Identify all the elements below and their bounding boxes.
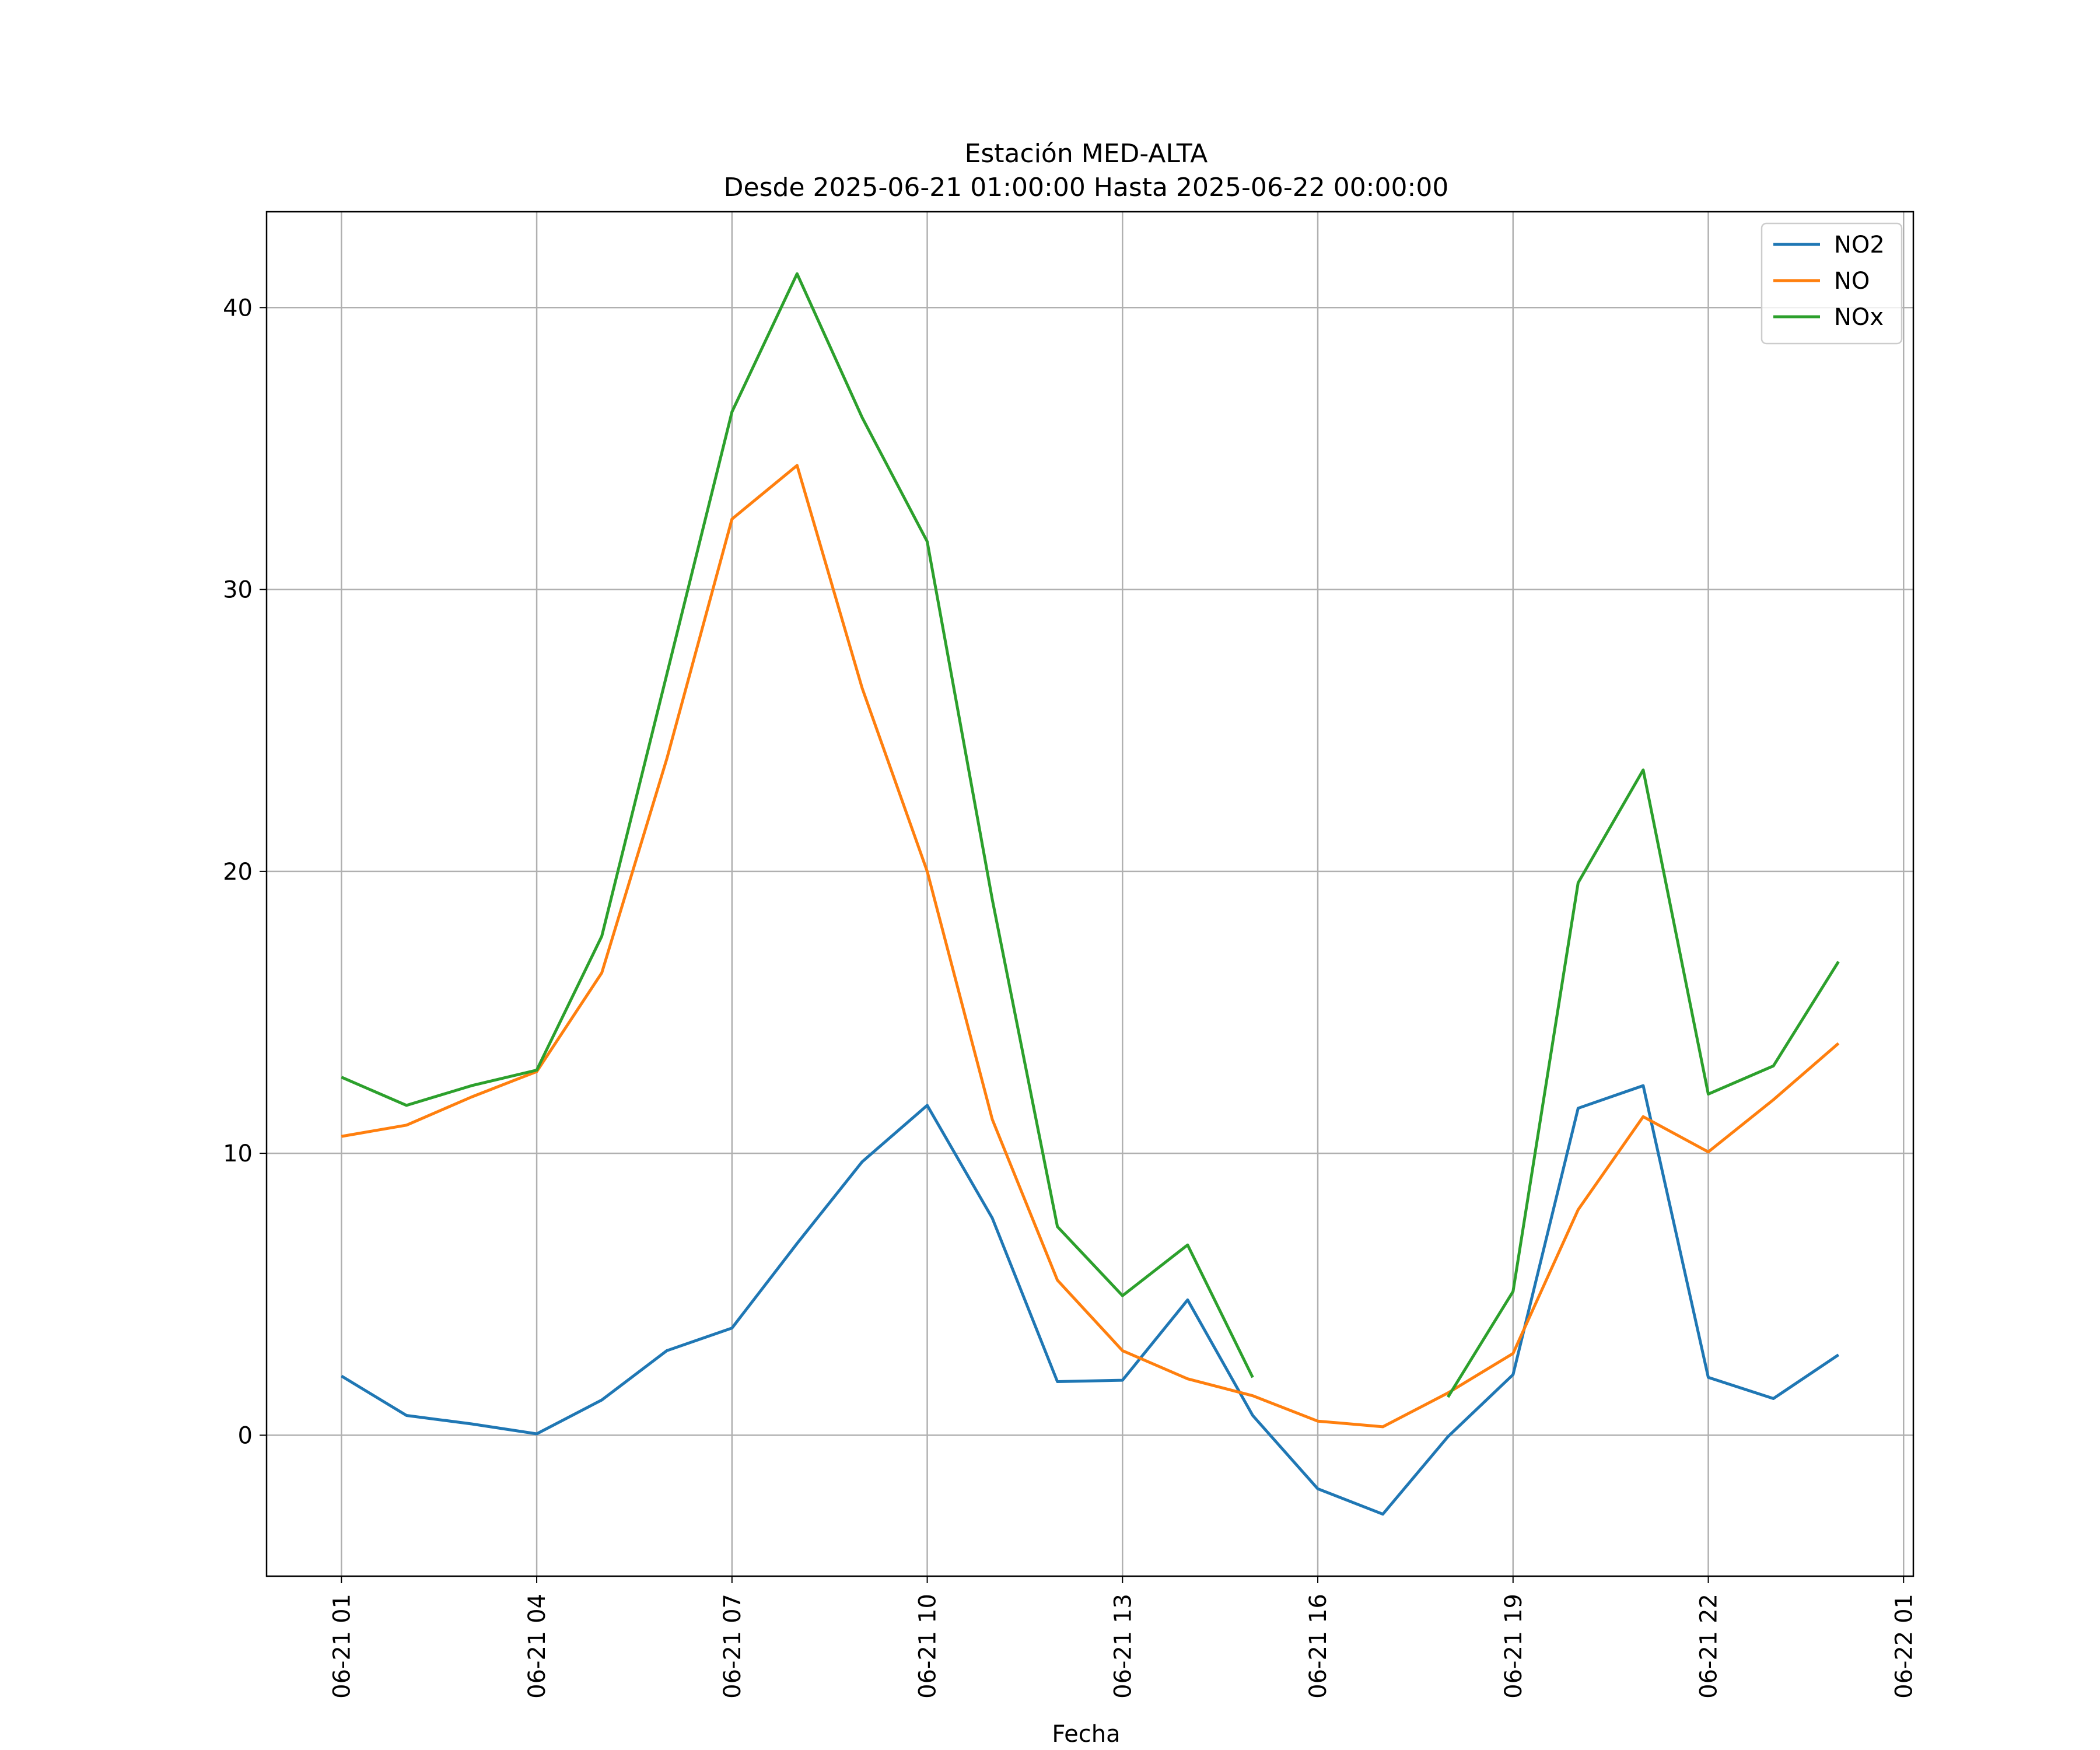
y-tick-label: 40 (223, 295, 253, 321)
x-tick-label: 06-22 01 (1891, 1594, 1917, 1699)
series-nox (341, 272, 1840, 1398)
x-tick-label: 06-21 01 (328, 1594, 355, 1699)
y-tick-label: 10 (223, 1140, 253, 1167)
x-tick-label: 06-21 22 (1696, 1594, 1723, 1699)
series-no (341, 464, 1840, 1429)
legend-label: NO2 (1834, 232, 1885, 258)
x-tick-label: 06-21 19 (1500, 1594, 1527, 1699)
legend-label: NO (1834, 268, 1870, 295)
series-line-no2 (341, 1084, 1840, 1516)
series-layer (341, 272, 1840, 1516)
legend-box (1760, 222, 1903, 345)
y-tick-label: 30 (223, 577, 253, 604)
x-tick-label: 06-21 13 (1110, 1594, 1136, 1699)
axes-frame (265, 211, 1915, 1577)
legend-label: NOx (1834, 304, 1884, 331)
y-tick-label: 0 (238, 1422, 253, 1449)
chart-subtitle: Desde 2025-06-21 01:00:00 Hasta 2025-06-… (724, 173, 1449, 202)
legend: NO2 NO NOx (1760, 222, 1903, 345)
ticks: 06-21 01 06-21 04 06-21 07 06-21 10 06-21 13… (223, 295, 1917, 1699)
series-no2 (341, 1084, 1840, 1516)
x-tick-label: 06-21 07 (719, 1594, 746, 1699)
series-line-nox (341, 272, 1254, 1378)
x-tick-label: 06-21 16 (1305, 1594, 1332, 1699)
x-tick-label: 06-21 04 (524, 1594, 551, 1699)
x-tick-label: 06-21 10 (915, 1594, 942, 1699)
series-line-nox (1447, 768, 1840, 1398)
chart-title: Estación MED-ALTA (965, 139, 1208, 169)
y-tick-label: 20 (223, 859, 253, 886)
series-line-no (341, 464, 1840, 1429)
grid (267, 212, 1913, 1576)
x-axis-label: Fecha (1052, 1721, 1120, 1748)
